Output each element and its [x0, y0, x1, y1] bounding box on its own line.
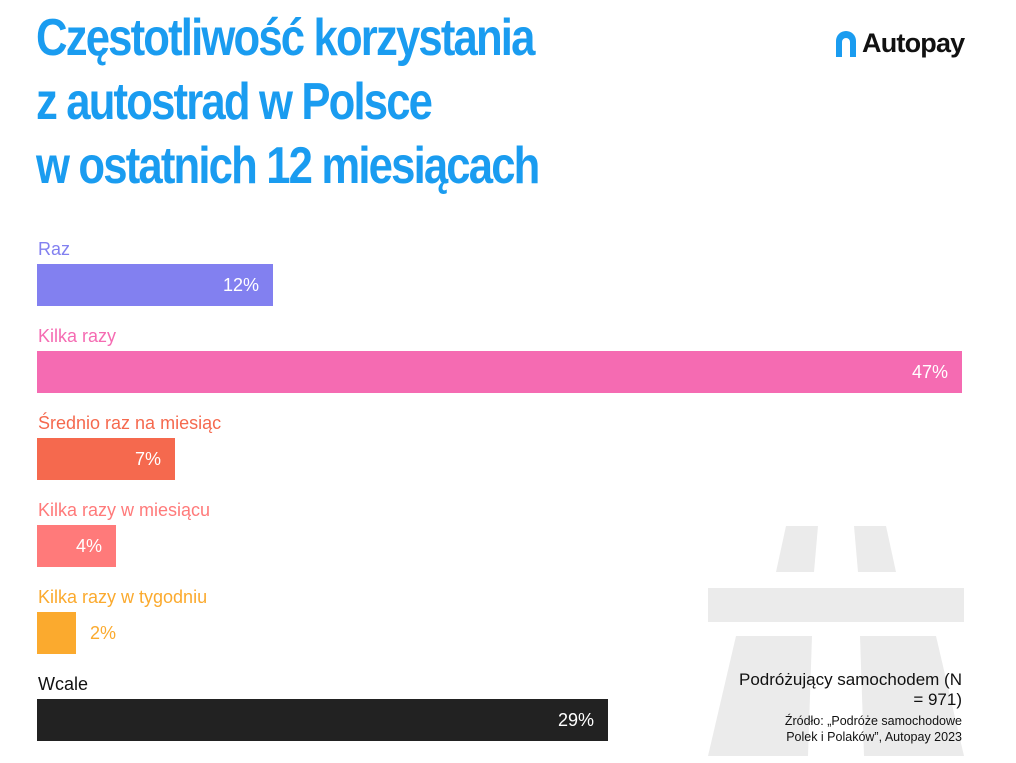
title-line-3: w ostatnich 12 miesiącach — [36, 137, 540, 195]
bar-value-label: 7% — [134, 449, 161, 469]
autopay-logo-icon — [836, 30, 856, 57]
logo-text: Autopay — [862, 28, 965, 58]
bar — [37, 612, 76, 654]
bar — [37, 525, 116, 567]
chart-source: Podróżujący samochodem (N = 971) Źródło:… — [732, 670, 962, 745]
category-label: Wcale — [38, 674, 89, 694]
autopay-logo: Autopay — [836, 28, 965, 59]
bar-value-label: 4% — [75, 536, 102, 556]
bar-value-label: 2% — [90, 623, 117, 643]
source-note: Źródło: „Podróże samochodowe Polek i Pol… — [784, 714, 962, 744]
title-line-1: Częstotliwość korzystania — [36, 9, 535, 67]
chart-title: Częstotliwość korzystania z autostrad w … — [36, 6, 624, 198]
category-label: Kilka razy — [38, 326, 117, 346]
sample-note: Podróżujący samochodem (N = 971) — [739, 670, 962, 709]
bar-value-label: 29% — [557, 710, 594, 730]
bar — [37, 699, 608, 741]
category-label: Kilka razy w miesiącu — [38, 500, 211, 520]
title-line-2: z autostrad w Polsce — [36, 73, 433, 131]
category-label: Kilka razy w tygodniu — [38, 587, 208, 607]
bar — [37, 438, 175, 480]
category-label: Raz — [38, 239, 71, 259]
category-label: Średnio raz na miesiąc — [38, 413, 222, 433]
bar-value-label: 47% — [911, 362, 948, 382]
highway-road-icon — [708, 526, 964, 756]
bar — [37, 264, 273, 306]
bar-value-label: 12% — [222, 275, 259, 295]
bar — [37, 351, 962, 393]
